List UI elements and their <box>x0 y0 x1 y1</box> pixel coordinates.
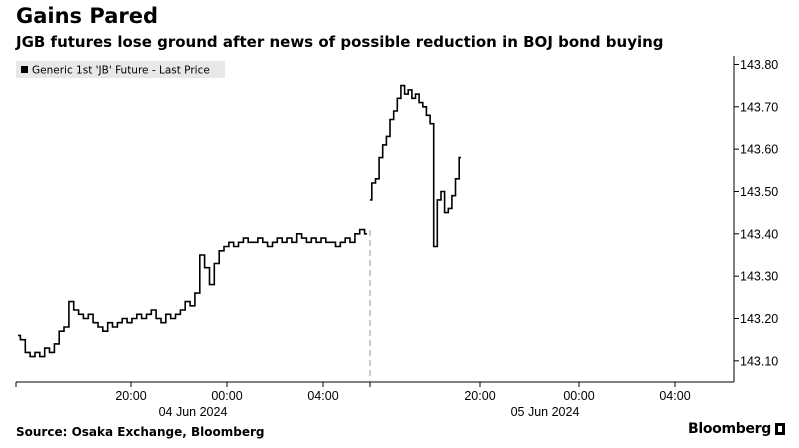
y-tick-label: 143.10 <box>740 354 778 368</box>
y-tick-label: 143.60 <box>740 143 778 157</box>
legend-label: Generic 1st 'JB' Future - Last Price <box>32 65 210 77</box>
x-date-label: 04 Jun 2024 <box>159 405 228 419</box>
brand-name: Bloomberg <box>687 421 771 437</box>
y-tick-label: 143.70 <box>740 100 778 114</box>
bloomberg-terminal-icon <box>775 423 785 435</box>
x-tick-label: 04:00 <box>307 389 338 403</box>
chart-title: Gains Pared <box>16 4 158 28</box>
bloomberg-logo: Bloomberg <box>688 421 785 437</box>
legend-background <box>16 61 225 78</box>
y-tick-label: 143.80 <box>740 58 778 72</box>
y-tick-label: 143.50 <box>740 185 778 199</box>
x-tick-label: 00:00 <box>563 389 594 403</box>
x-tick-label: 04:00 <box>659 389 690 403</box>
x-tick-label: 20:00 <box>115 389 146 403</box>
source-note: Source: Osaka Exchange, Bloomberg <box>16 425 265 439</box>
x-tick-label: 20:00 <box>464 389 495 403</box>
axes: 143.10 143.20 143.30 143.40 143.50 143.60 143.… <box>15 56 778 419</box>
x-date-label: 05 Jun 2024 <box>511 405 580 419</box>
price-lines <box>18 84 461 358</box>
y-tick-label: 143.40 <box>740 227 778 241</box>
series-line-segment <box>18 228 367 358</box>
y-tick-label: 143.20 <box>740 312 778 326</box>
x-tick-label: 00:00 <box>211 389 242 403</box>
chart-subtitle: JGB futures lose ground after news of po… <box>16 33 664 51</box>
legend: Generic 1st 'JB' Future - Last Price <box>16 61 225 78</box>
series-line-segment <box>370 84 461 248</box>
y-tick-label: 143.30 <box>740 270 778 284</box>
legend-swatch <box>21 66 28 73</box>
